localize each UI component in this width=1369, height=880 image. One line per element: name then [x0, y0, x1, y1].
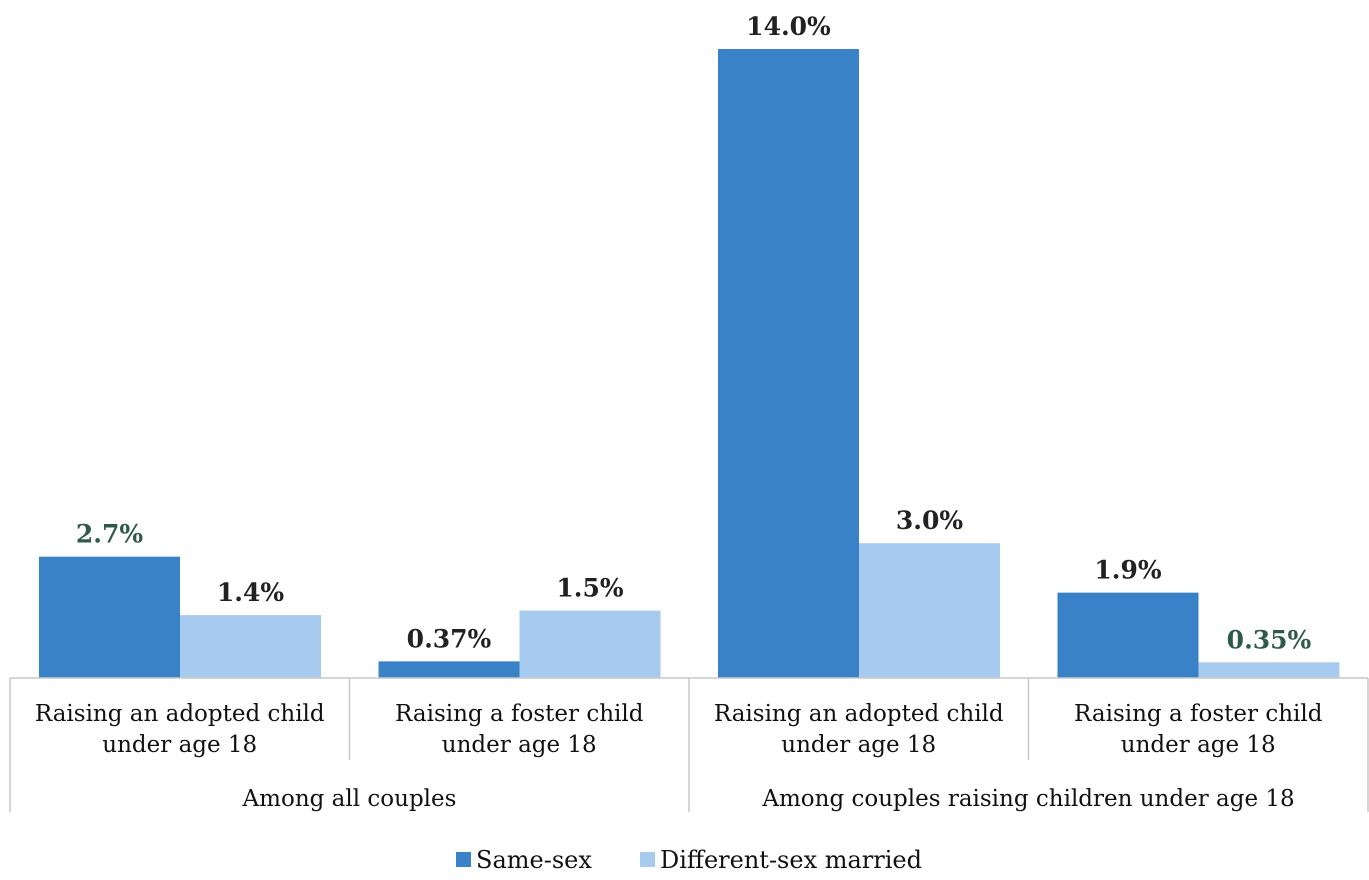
bar-different-sex-married-1: [519, 610, 661, 678]
legend-label: Same-sex: [476, 846, 592, 874]
category-label: under age 18: [781, 732, 936, 758]
category-label: under age 18: [102, 732, 257, 758]
bar-same-sex-0: [39, 556, 180, 678]
legend: Same-sex Different-sex married: [456, 846, 922, 874]
legend-label: Different-sex married: [660, 846, 922, 874]
data-label: 0.35%: [1227, 625, 1312, 654]
data-label: 2.7%: [76, 520, 143, 549]
bars-layer: 2.7% 0.37% 14.0% 1.9% 1.4% 1.5% 3.0% 0.35%: [39, 12, 1340, 678]
bar-same-sex-3: [1057, 592, 1199, 678]
bar-same-sex-2: [718, 49, 859, 678]
data-label: 0.37%: [407, 624, 492, 653]
category-label: Raising a foster child: [395, 701, 644, 727]
category-label: under age 18: [1121, 732, 1276, 758]
legend-swatch: [640, 852, 655, 867]
category-axis: Raising an adopted child under age 18 Rais…: [9, 677, 1369, 812]
category-label: under age 18: [442, 732, 597, 758]
bar-different-sex-married-2: [859, 543, 1000, 678]
legend-swatch: [456, 852, 471, 867]
group-label: Among all couples: [242, 786, 457, 812]
category-label: Raising an adopted child: [35, 701, 325, 727]
category-label: Raising an adopted child: [714, 701, 1004, 727]
data-label: 1.5%: [556, 574, 623, 603]
data-label: 1.9%: [1094, 556, 1161, 585]
category-label: Raising a foster child: [1074, 701, 1323, 727]
bar-same-sex-1: [378, 661, 520, 678]
bar-different-sex-married-3: [1198, 662, 1340, 678]
bar-different-sex-married-0: [180, 615, 321, 678]
group-label: Among couples raising children under age…: [761, 786, 1294, 812]
data-label: 14.0%: [746, 12, 831, 41]
data-label: 1.4%: [217, 578, 284, 607]
data-label: 3.0%: [896, 506, 963, 535]
